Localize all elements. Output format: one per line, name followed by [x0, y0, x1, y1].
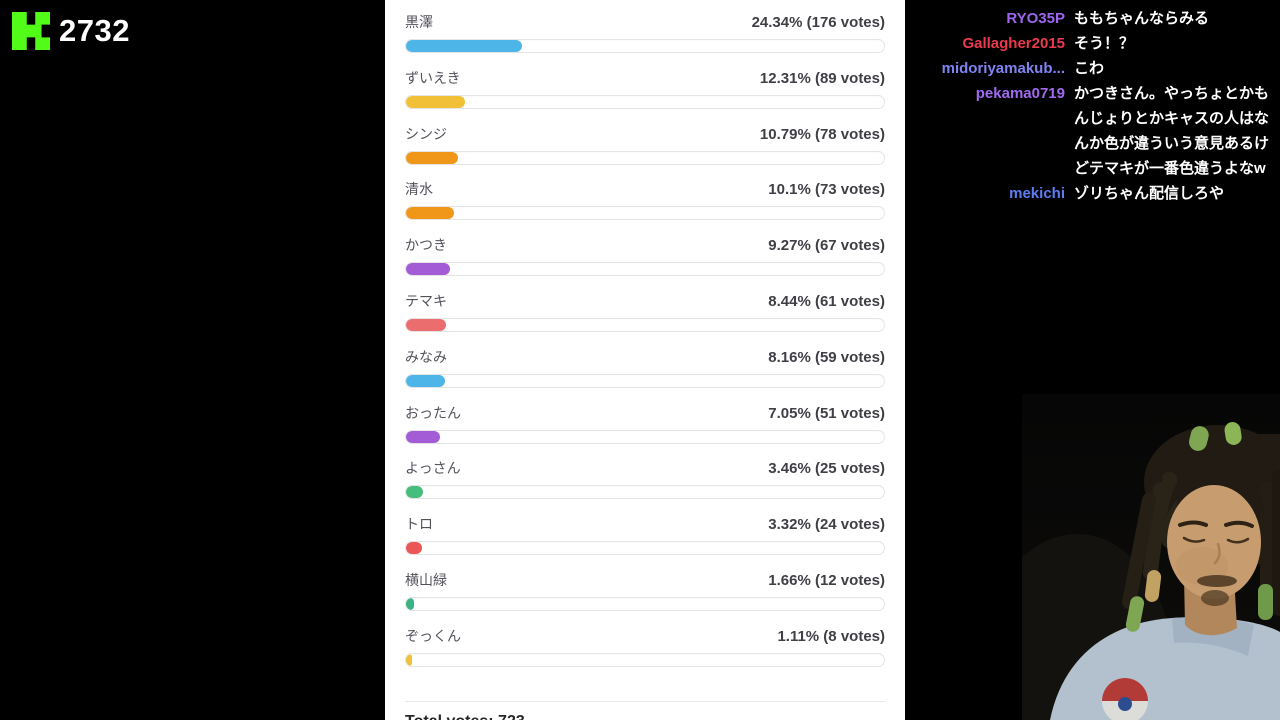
poll-option-result: 3.46% (25 votes)	[768, 460, 885, 478]
poll-option-bar-track	[405, 541, 885, 556]
poll-option-bar-fill	[406, 318, 447, 331]
poll-option-bar-track	[405, 429, 885, 444]
chat-username[interactable]: RYO35P	[1006, 10, 1065, 27]
poll-option-name: おったん	[405, 404, 461, 421]
chat-message: かつきさん。やっちょとかもんじょりとかキャスの人はなんか色が違ういう意見あるけど…	[1074, 85, 1270, 177]
poll-item: テマキ 8.44% (61 votes)	[405, 291, 885, 332]
poll-option-result: 24.34% (176 votes)	[751, 14, 885, 31]
poll-option-bar-track	[405, 262, 885, 277]
poll-option-bar-fill	[406, 95, 465, 108]
poll-item: かつき 9.27% (67 votes)	[405, 235, 885, 277]
poll-list: 黒澤 24.34% (176 votes) ずいえき 12.31% (89 vo…	[405, 12, 885, 667]
poll-item: ぞっくん 1.11% (8 votes)	[405, 626, 885, 667]
poll-item: シンジ 10.79% (78 votes)	[405, 124, 885, 165]
chat-message: ゾリちゃん配信しろや	[1074, 185, 1225, 202]
viewer-count: 2732	[59, 13, 130, 48]
poll-option-result: 10.1% (73 votes)	[768, 181, 885, 199]
chat-row: RYO35P ももちゃんならみる	[903, 6, 1270, 31]
chat-username[interactable]: midoriyamakub...	[941, 60, 1065, 77]
poll-option-name: よっさん	[405, 460, 461, 477]
chat-row: midoriyamakub... こわ	[903, 56, 1270, 81]
poll-option-result: 9.27% (67 votes)	[768, 237, 885, 255]
poll-item: トロ 3.32% (24 votes)	[405, 514, 885, 556]
chat-panel[interactable]: RYO35P ももちゃんならみる Gallagher2015 そう！？ mido…	[903, 0, 1280, 206]
poll-option-result: 3.32% (24 votes)	[768, 516, 885, 534]
poll-option-bar-fill	[406, 653, 412, 666]
poll-total-footer: Total votes: 723	[405, 713, 885, 720]
viewer-badge: 2732	[12, 12, 130, 50]
poll-option-result: 8.16% (59 votes)	[768, 348, 885, 366]
poll-option-bar-fill	[406, 597, 414, 610]
chat-message: ももちゃんならみる	[1074, 10, 1210, 27]
poll-option-name: 清水	[405, 181, 433, 198]
poll-option-bar-track	[405, 39, 885, 53]
poll-item: みなみ 8.16% (59 votes)	[405, 347, 885, 388]
shirt-graphic	[1102, 678, 1148, 720]
poll-divider	[405, 700, 885, 702]
poll-option-bar-track	[405, 485, 885, 500]
poll-item: 清水 10.1% (73 votes)	[405, 179, 885, 221]
poll-option-bar-fill	[406, 374, 445, 387]
poll-option-name: シンジ	[405, 125, 447, 142]
poll-option-name: かつき	[405, 237, 447, 254]
poll-option-result: 12.31% (89 votes)	[759, 69, 885, 87]
poll-option-bar-track	[405, 596, 885, 611]
chat-row: Gallagher2015 そう！？	[903, 31, 1270, 56]
chat-row: pekama0719 かつきさん。やっちょとかもんじょりとかキャスの人はなんか色…	[903, 81, 1270, 181]
poll-option-bar-fill	[406, 430, 440, 443]
streamer-face	[1167, 462, 1264, 606]
poll-option-bar-track	[405, 373, 885, 388]
chat-message: こわ	[1074, 60, 1105, 77]
poll-option-name: テマキ	[405, 292, 447, 309]
poll-option-bar-fill	[406, 263, 451, 276]
chat-username[interactable]: mekichi	[1009, 185, 1065, 202]
poll-option-name: 横山緑	[405, 571, 447, 588]
webcam-overlay	[1022, 394, 1280, 720]
chat-row: mekichi ゾリちゃん配信しろや	[903, 181, 1270, 206]
poll-option-bar-track	[405, 317, 885, 332]
streamer-webcam-video	[1022, 394, 1280, 720]
kick-logo-icon	[12, 12, 50, 50]
poll-option-name: ずいえき	[405, 69, 461, 86]
poll-option-result: 7.05% (51 votes)	[768, 404, 885, 422]
poll-option-name: ぞっくん	[405, 627, 461, 644]
poll-item: よっさん 3.46% (25 votes)	[405, 458, 885, 500]
poll-option-result: 1.11% (8 votes)	[777, 627, 885, 645]
poll-option-bar-track	[405, 652, 885, 667]
poll-option-bar-fill	[406, 151, 458, 164]
chat-username[interactable]: Gallagher2015	[962, 35, 1065, 52]
poll-item: おったん 7.05% (51 votes)	[405, 403, 885, 444]
poll-option-name: みなみ	[405, 348, 447, 365]
poll-item: 黒澤 24.34% (176 votes)	[405, 12, 885, 53]
poll-item: 横山緑 1.66% (12 votes)	[405, 570, 885, 611]
poll-option-bar-fill	[406, 207, 455, 220]
poll-option-result: 10.79% (78 votes)	[759, 125, 885, 143]
poll-option-name: トロ	[405, 516, 433, 533]
poll-option-bar-fill	[406, 486, 423, 499]
poll-option-name: 黒澤	[405, 14, 433, 30]
poll-option-bar-track	[405, 150, 885, 165]
chat-message: そう！？	[1074, 35, 1135, 52]
poll-option-result: 1.66% (12 votes)	[768, 571, 885, 589]
poll-panel[interactable]: 黒澤 24.34% (176 votes) ずいえき 12.31% (89 vo…	[385, 0, 905, 720]
poll-option-bar-fill	[406, 40, 523, 52]
poll-option-bar-track	[405, 206, 885, 221]
poll-item: ずいえき 12.31% (89 votes)	[405, 68, 885, 109]
chat-username[interactable]: pekama0719	[975, 85, 1065, 102]
poll-option-bar-track	[405, 94, 885, 109]
poll-option-result: 8.44% (61 votes)	[768, 292, 885, 310]
poll-option-bar-fill	[406, 542, 422, 555]
